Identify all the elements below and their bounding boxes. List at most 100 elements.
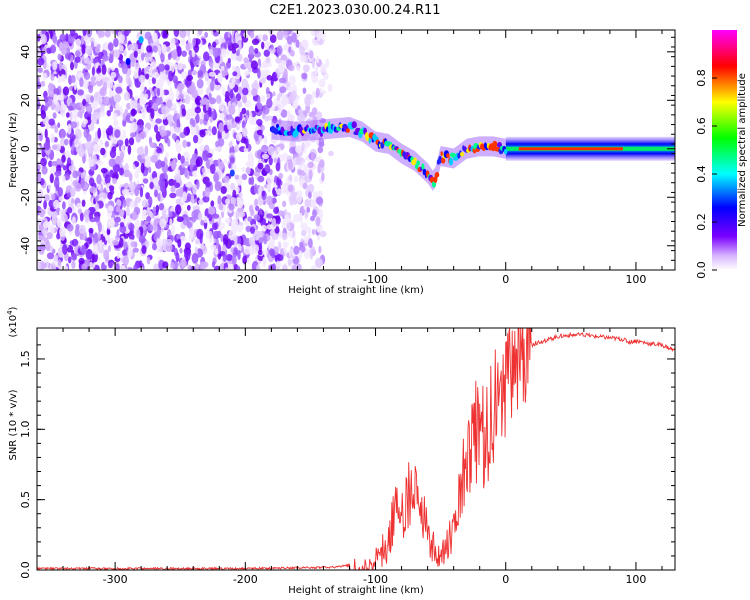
noise-blob (175, 142, 182, 154)
noise-blob (83, 79, 89, 89)
noise-blob (62, 86, 70, 96)
noise-blob (75, 170, 82, 177)
noise-blob (84, 215, 89, 223)
track-blob (460, 152, 464, 157)
noise-blob (282, 183, 288, 191)
noise-blob (85, 248, 93, 260)
y-tick-label: 20 (19, 93, 32, 107)
noise-blob (143, 67, 147, 75)
noise-blob (289, 50, 295, 57)
noise-blob (291, 32, 297, 43)
noise-blob (253, 183, 258, 195)
noise-blob (218, 244, 221, 254)
noise-blob (229, 89, 234, 99)
noise-blob (116, 229, 120, 238)
noise-blob (109, 88, 113, 98)
noise-blob (38, 234, 44, 241)
noise-blob (108, 158, 116, 167)
noise-blob (168, 115, 174, 127)
noise-blob (59, 75, 66, 82)
noise-blob (209, 116, 213, 123)
x-tick-label: 0 (502, 273, 509, 286)
noise-blob (106, 186, 110, 193)
noise-blob (289, 146, 297, 154)
noise-blob (88, 86, 94, 94)
track-blob (413, 157, 417, 162)
noise-blob (82, 98, 87, 107)
noise-blob (144, 145, 149, 156)
noise-blob (45, 240, 51, 252)
noise-blob (308, 238, 313, 249)
noise-blob (156, 225, 161, 237)
noise-blob (223, 234, 229, 245)
noise-blob (107, 42, 114, 52)
noise-blob (182, 139, 188, 148)
noise-blob (62, 201, 66, 210)
noise-blob (122, 255, 129, 266)
noise-blob (283, 44, 288, 51)
noise-blob (63, 265, 69, 270)
noise-blob (67, 157, 72, 168)
noise-blob (96, 160, 104, 166)
noise-blob (156, 147, 163, 154)
noise-blob (199, 129, 206, 138)
noise-blob (111, 65, 115, 72)
noise-blob (128, 181, 136, 192)
noise-blob (91, 112, 97, 121)
noise-blob (271, 197, 277, 204)
noise-blob (89, 81, 97, 87)
noise-blob (226, 49, 231, 55)
noise-blob (148, 166, 152, 173)
noise-blob (177, 83, 183, 92)
noise-blob (320, 63, 327, 74)
colorbar-gradient (712, 30, 737, 270)
track-blob (273, 128, 279, 135)
noise-blob (106, 229, 111, 235)
noise-blob (57, 187, 63, 197)
noise-blob (153, 219, 158, 227)
track-blob (448, 157, 454, 166)
noise-blob (282, 200, 287, 208)
noise-blob (261, 153, 269, 160)
noise-blob (275, 162, 281, 172)
noise-blob (225, 114, 233, 120)
noise-blob (127, 30, 132, 34)
noise-blob (304, 140, 312, 148)
noise-blob (157, 193, 161, 202)
noise-blob (54, 137, 58, 143)
noise-blob (184, 167, 188, 178)
noise-blob (53, 177, 60, 189)
noise-blob (242, 255, 248, 264)
noise-blob (295, 39, 300, 48)
noise-blob (90, 75, 97, 82)
noise-blob (99, 139, 104, 147)
noise-blob (228, 229, 236, 239)
noise-blob (272, 71, 278, 81)
noise-blob (319, 32, 326, 38)
noise-blob (77, 208, 83, 214)
noise-blob (223, 175, 230, 183)
noise-blob (309, 50, 314, 59)
y-tick-label: 1.5 (19, 350, 32, 368)
x-tick-label: 100 (625, 573, 646, 586)
noise-blob (108, 185, 115, 192)
noise-blob (210, 244, 216, 250)
snr-frame (36, 327, 676, 571)
noise-blob (161, 44, 167, 55)
track-blob (440, 151, 443, 156)
noise-blob (225, 198, 230, 205)
noise-blob (70, 30, 76, 37)
x-tick-label: -200 (233, 573, 258, 586)
noise-blob (145, 73, 150, 80)
noise-blob (171, 159, 177, 171)
noise-blob (156, 88, 160, 97)
noise-blob (243, 245, 252, 255)
noise-blob (168, 62, 175, 74)
noise-blob (293, 213, 301, 223)
noise-blob (138, 74, 146, 83)
noise-blob (241, 78, 248, 90)
noise-blob (116, 252, 121, 259)
noise-blob (177, 153, 181, 161)
noise-blob (175, 189, 182, 197)
noise-blob (134, 196, 142, 204)
